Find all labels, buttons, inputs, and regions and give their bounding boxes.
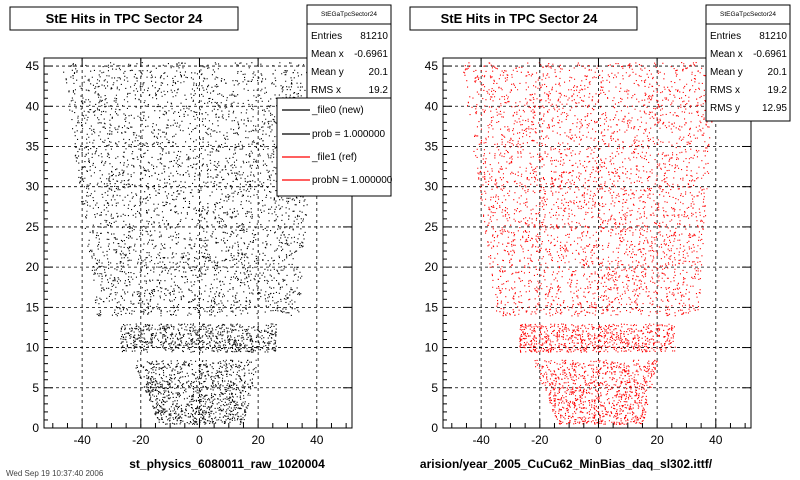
x-tick-label: -40 xyxy=(73,433,91,447)
x-tick-label: 40 xyxy=(709,433,723,447)
y-tick-label: 40 xyxy=(425,99,439,113)
hit-points xyxy=(63,62,316,425)
x-axis-label-right: arision/year_2005_CuCu62_MinBias_daq_sl3… xyxy=(420,457,713,471)
stats-label-rmsx-left: RMS x xyxy=(311,85,341,96)
legend-label-prob: prob = 1.000000 xyxy=(312,129,386,140)
stats-value-rmsy-right: 12.95 xyxy=(762,103,787,114)
y-tick-label: 35 xyxy=(26,139,40,153)
stats-value-meany-left: 20.1 xyxy=(369,67,389,78)
y-tick-label: 35 xyxy=(425,139,439,153)
stats-label-meany-left: Mean y xyxy=(311,67,344,78)
stats-box-left: StEGaTpcSector24 Entries 81210 Mean x -0… xyxy=(306,4,392,106)
legend-label-file0: _file0 (new) xyxy=(311,105,364,116)
chart-title-right: StE Hits in TPC Sector 24 xyxy=(441,11,599,26)
y-tick-label: 0 xyxy=(32,421,39,435)
stats-label-entries-right: Entries xyxy=(710,31,741,42)
y-tick-label: 25 xyxy=(425,220,439,234)
stats-label-rmsx-right: RMS x xyxy=(710,85,740,96)
plot-border-left xyxy=(43,57,353,429)
x-tick-label: 0 xyxy=(595,433,602,447)
x-tick-label: 0 xyxy=(196,433,203,447)
stats-value-meanx-right: -0.6961 xyxy=(753,49,787,60)
stats-label-meany-right: Mean y xyxy=(710,67,743,78)
title-box-left: StE Hits in TPC Sector 24 xyxy=(9,6,239,31)
y-tick-label: 45 xyxy=(425,59,439,73)
y-tick-label: 40 xyxy=(26,99,40,113)
stats-box-right: StEGaTpcSector24 Entries 81210 Mean x -0… xyxy=(705,4,791,122)
footer-timestamp: Wed Sep 19 10:37:40 2006 xyxy=(6,469,104,478)
y-tick-label: 10 xyxy=(26,341,40,355)
plot-frame-right xyxy=(442,57,752,429)
stats-value-entries-right: 81210 xyxy=(759,31,787,42)
y-tick-label: 25 xyxy=(26,220,40,234)
y-tick-label: 15 xyxy=(425,300,439,314)
pad-right: -40 -20 0 20 40 0 5 10 15 20 25 30 35 40 45 StE Hits i… xyxy=(409,4,791,471)
x-tick-label: 20 xyxy=(650,433,664,447)
title-box-right: StE Hits in TPC Sector 24 xyxy=(409,6,638,31)
stats-label-meanx-right: Mean x xyxy=(710,49,743,60)
stats-name-left: StEGaTpcSector24 xyxy=(321,11,377,18)
y-tick-label: 20 xyxy=(26,260,40,274)
y-tick-label: 20 xyxy=(425,260,439,274)
y-tick-label: 30 xyxy=(425,180,439,194)
stats-name-right: StEGaTpcSector24 xyxy=(720,11,776,18)
x-tick-label: 20 xyxy=(251,433,265,447)
stats-label-entries-left: Entries xyxy=(311,31,342,42)
x-tick-label: -20 xyxy=(531,433,549,447)
stats-value-rmsx-left: 19.2 xyxy=(369,85,389,96)
legend-label-file1: _file1 (ref) xyxy=(311,152,357,163)
stats-label-rmsy-right: RMS y xyxy=(710,103,740,114)
stats-label-meanx-left: Mean x xyxy=(311,49,344,60)
y-tick-label: 5 xyxy=(431,381,438,395)
legend-box: _file0 (new) prob = 1.000000 _file1 (ref… xyxy=(276,97,393,197)
y-tick-label: 10 xyxy=(425,341,439,355)
y-tick-label: 15 xyxy=(26,300,40,314)
plot-border-right xyxy=(442,57,752,429)
y-tick-label: 30 xyxy=(26,180,40,194)
y-tick-label: 45 xyxy=(26,59,40,73)
stats-value-meanx-left: -0.6961 xyxy=(354,49,388,60)
y-tick-label: 0 xyxy=(431,421,438,435)
legend-label-probn: probN = 1.000000 xyxy=(312,175,393,186)
x-axis-label-left: st_physics_6080011_raw_1020004 xyxy=(129,457,325,471)
x-tick-label: 40 xyxy=(310,433,324,447)
stats-value-entries-left: 81210 xyxy=(360,31,388,42)
x-tick-label: -40 xyxy=(472,433,490,447)
chart-title-left: StE Hits in TPC Sector 24 xyxy=(46,11,204,26)
y-tick-label: 5 xyxy=(32,381,39,395)
hits-scatter-left xyxy=(63,62,316,425)
axes-left: -40 -20 0 20 40 0 5 10 15 20 25 30 35 40 45 xyxy=(26,58,352,447)
stats-value-rmsx-right: 19.2 xyxy=(768,85,788,96)
pad-left: -40 -20 0 20 40 0 5 10 15 20 25 30 35 40 45 StE Hits i… xyxy=(9,4,393,471)
axes-right: -40 -20 0 20 40 0 5 10 15 20 25 30 35 40 45 xyxy=(425,58,751,447)
stats-value-meany-right: 20.1 xyxy=(768,67,788,78)
x-tick-label: -20 xyxy=(132,433,150,447)
